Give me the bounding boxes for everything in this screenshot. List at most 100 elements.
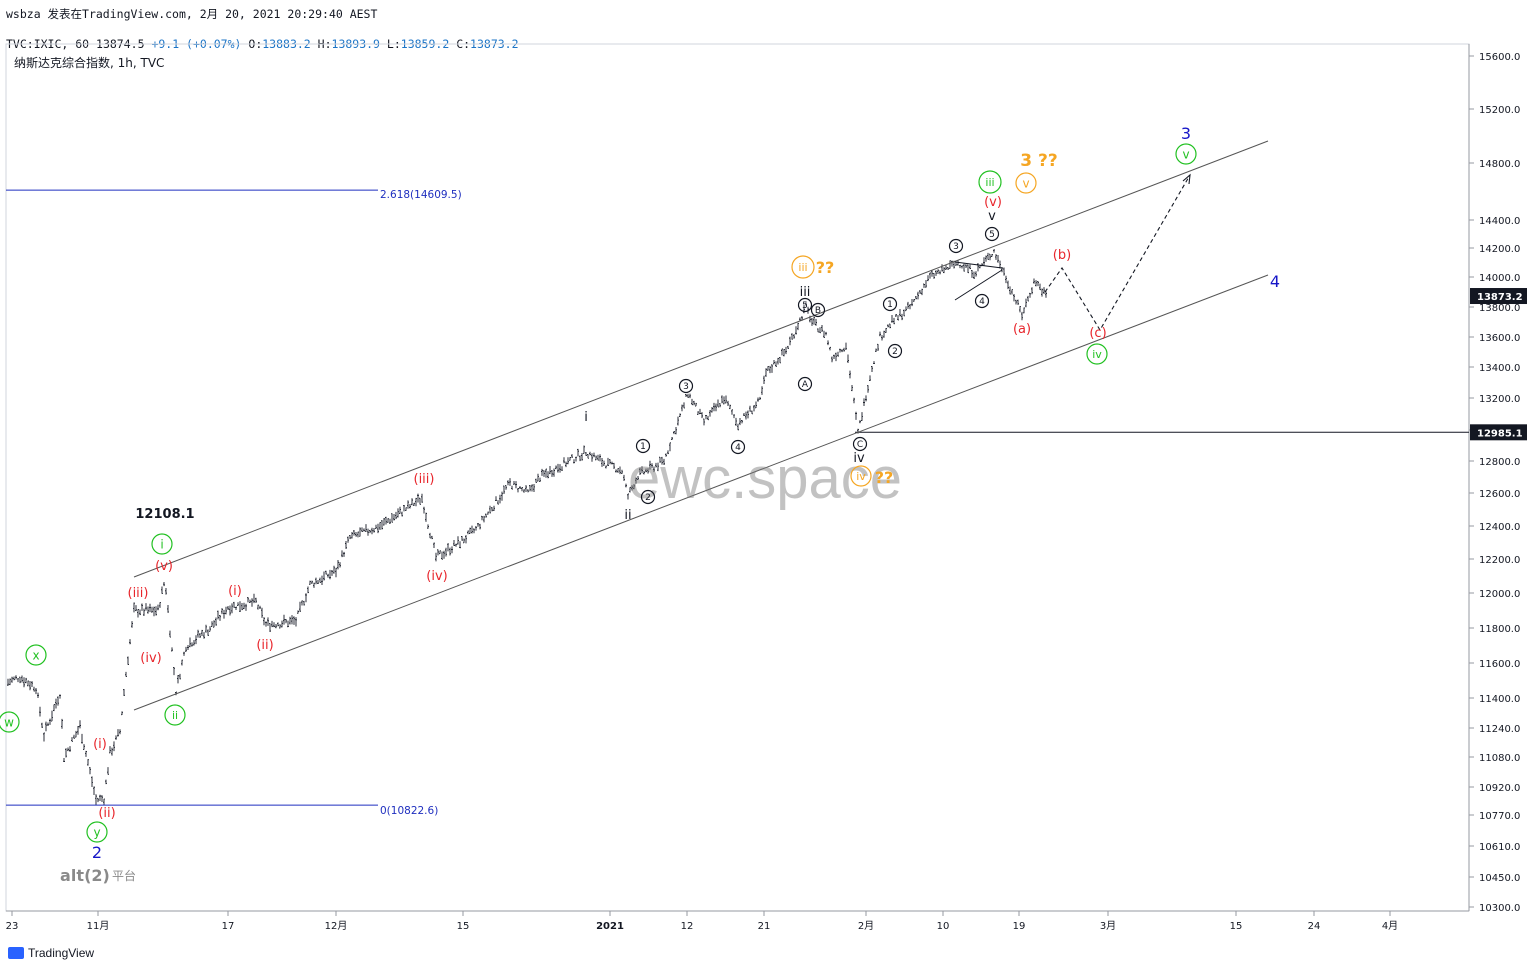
price-bars: [7, 249, 1047, 806]
wave-circled-2b-circle: [887, 343, 903, 359]
x-tick-label: 15: [1230, 921, 1243, 932]
wave-circled-2a: 2: [645, 493, 651, 503]
wave-red-v-2: (v): [984, 195, 1002, 210]
wave-circled-5b: 5: [989, 230, 995, 240]
y-tick-label: 12200.0: [1479, 555, 1520, 566]
y-tick-label: 10300.0: [1479, 903, 1520, 914]
wave-blue-2: 2: [92, 843, 102, 862]
alt-label: alt: [60, 866, 84, 885]
fib-label: 0(10822.6): [380, 805, 438, 817]
y-tick-label: 13200.0: [1479, 394, 1520, 405]
wave-green-iii: iii: [985, 176, 994, 189]
brand-label: TradingView: [28, 946, 95, 960]
wave-green-w-circle: [0, 711, 20, 733]
wave-circled-4a: 4: [735, 443, 741, 453]
wave-circled-4a-circle: [730, 439, 746, 455]
wave-red-ii-2: (ii): [256, 638, 273, 653]
wave-circled-1b: 1: [887, 300, 893, 310]
high-price-label: 12108.1: [135, 507, 194, 522]
wave-blue-4: 4: [1270, 272, 1280, 291]
wave-orange-iii-circle: [791, 255, 815, 279]
wave-green-x: x: [32, 648, 39, 662]
y-tick-label: 11600.0: [1479, 659, 1520, 670]
y-tick-label: 14800.0: [1479, 159, 1520, 170]
y-tick-label: 10920.0: [1479, 783, 1520, 794]
wave-red-b: (b): [1053, 248, 1071, 263]
alt-paren: (2): [84, 866, 110, 885]
y-tick-label: 12800.0: [1479, 457, 1520, 468]
wave-circled-3b-circle: [948, 238, 964, 254]
y-tick-label: 15200.0: [1479, 105, 1520, 116]
wave-circled-1b-circle: [882, 296, 898, 312]
wave-black-v: v: [988, 209, 996, 224]
wave-orange-3-question: 3 ??: [1020, 151, 1057, 171]
wave-green-x-circle: [25, 644, 47, 666]
wave-orange-iv: iv: [856, 470, 866, 483]
wave-green-y-circle: [86, 821, 108, 843]
y-tick-label: 13800.0: [1479, 303, 1520, 314]
y-tick-label: 11400.0: [1479, 694, 1520, 705]
publish-info: wsbza 发表在TradingView.com, 2月 20, 2021 20…: [6, 7, 378, 21]
wave-red-ii-1: (ii): [98, 806, 115, 821]
wave-circled-C-circle: [852, 436, 868, 452]
x-tick-label: 23: [6, 921, 19, 932]
wave-circled-3b: 3: [953, 242, 959, 252]
y-tick-label: 10770.0: [1479, 811, 1520, 822]
last-price-tag: 13873.2: [1477, 292, 1523, 303]
y-tick-label: 14000.0: [1479, 273, 1520, 284]
wave-red-v-1: (v): [155, 559, 173, 574]
wave-red-iv-1: (iv): [140, 651, 161, 666]
y-tick-label: 13400.0: [1479, 363, 1520, 374]
wave-circled-5b-circle: [984, 226, 1000, 242]
wave-red-c: (c): [1089, 326, 1106, 341]
y-tick-label: 12000.0: [1479, 589, 1520, 600]
wave-circled-B: B: [815, 306, 821, 316]
wave-circled-3a: 3: [683, 382, 689, 392]
wave-orange-v: v: [1022, 176, 1029, 190]
x-tick-label: 12: [681, 921, 694, 932]
x-tick-label: 19: [1013, 921, 1026, 932]
wave-orange-iii: iii: [798, 261, 807, 274]
wave-blue-3: 3: [1181, 124, 1191, 143]
channel-lower-line: [133, 274, 1269, 711]
y-tick-label: 14200.0: [1479, 244, 1520, 255]
wave-circled-1a-circle: [635, 438, 651, 454]
wave-green-iii-circle: [978, 170, 1002, 194]
wave-black-ii: ii: [624, 508, 631, 523]
y-tick-label: 12600.0: [1479, 489, 1520, 500]
wave-circled-A-circle: [797, 376, 813, 392]
wave-orange-iv-question: ??: [875, 468, 894, 487]
watermark: ewc.space: [628, 446, 902, 511]
wave-green-v-circle: [1175, 143, 1197, 165]
wave-circled-2b: 2: [892, 347, 898, 357]
wave-black-iii: iii: [800, 285, 811, 300]
tradingview-logo[interactable]: TradingView: [8, 946, 94, 960]
y-tick-label: 11800.0: [1479, 624, 1520, 635]
wave-circled-C: C: [857, 440, 863, 450]
alt-suffix: 平台: [112, 868, 136, 883]
wave-green-iv: iv: [1092, 348, 1102, 361]
fib-label: 2.618(14609.5): [380, 189, 462, 201]
tradingview-icon: [8, 947, 24, 959]
wave-orange-v-circle: [1015, 172, 1037, 194]
wave-circled-5a-circle: [797, 297, 813, 313]
y-tick-label: 10450.0: [1479, 873, 1520, 884]
wave-green-v: v: [1182, 147, 1189, 161]
triangle-lower: [954, 269, 1003, 301]
wave-orange-iv-circle: [850, 465, 872, 487]
x-tick-label: 3月: [1100, 920, 1116, 932]
wave-orange-iii-question: ??: [816, 258, 835, 277]
wave-green-ii: ii: [172, 709, 178, 722]
channel-upper-line: [133, 140, 1269, 578]
wave-red-i-2: (i): [228, 584, 242, 599]
level-price-tag: 12985.1: [1477, 428, 1523, 439]
wave-circled-2a-circle: [640, 489, 656, 505]
y-tick-label: 13600.0: [1479, 333, 1520, 344]
x-tick-label: 17: [222, 921, 235, 932]
wave-green-y: y: [93, 825, 100, 839]
symbol-title: 纳斯达克综合指数, 1h, TVC: [14, 56, 165, 70]
x-tick-label: 10: [937, 921, 950, 932]
wave-green-ii-circle: [164, 704, 186, 726]
wave-green-w: w: [4, 715, 14, 729]
